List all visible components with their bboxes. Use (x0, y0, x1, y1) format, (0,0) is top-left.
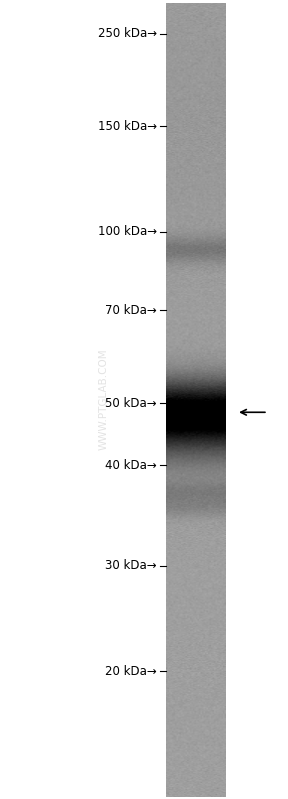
Text: WWW.PTGLAB.COM: WWW.PTGLAB.COM (99, 348, 109, 451)
Text: 250 kDa→: 250 kDa→ (98, 27, 157, 40)
Text: 50 kDa→: 50 kDa→ (105, 397, 157, 410)
Text: 70 kDa→: 70 kDa→ (105, 304, 157, 316)
Text: 40 kDa→: 40 kDa→ (105, 459, 157, 471)
Text: 100 kDa→: 100 kDa→ (98, 225, 157, 238)
Text: 30 kDa→: 30 kDa→ (105, 559, 157, 572)
Text: 150 kDa→: 150 kDa→ (98, 120, 157, 133)
Text: 20 kDa→: 20 kDa→ (105, 665, 157, 678)
